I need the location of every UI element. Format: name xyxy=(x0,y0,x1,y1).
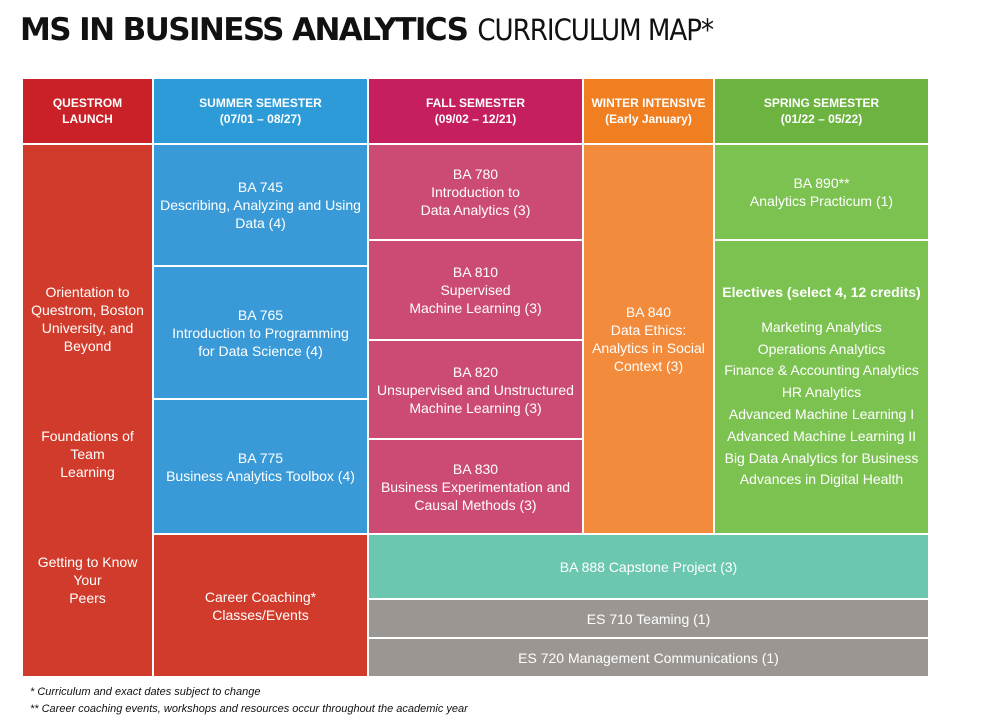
course-ba820: BA 820 Unsupervised and Unstructured Mac… xyxy=(368,340,583,439)
elective-item: HR Analytics xyxy=(781,384,862,401)
elective-item: Advances in Digital Health xyxy=(739,471,904,488)
text-line: Supervised xyxy=(440,282,511,298)
elective-item: Operations Analytics xyxy=(757,340,886,357)
text-line: ES 710 Teaming (1) xyxy=(586,610,711,627)
launch-foundations: Foundations of Team Learning xyxy=(23,427,152,481)
header-line: (Early January) xyxy=(605,112,692,126)
header-line: (07/01 – 08/27) xyxy=(219,112,302,126)
footnote-2: ** Career coaching events, workshops and… xyxy=(30,703,468,715)
course-ba810: BA 810 Supervised Machine Learning (3) xyxy=(368,240,583,340)
header-spring-semester: SPRING SEMESTER (01/22 – 05/22) xyxy=(714,78,929,144)
text-line: Foundations of Team xyxy=(41,428,134,462)
text-line: Orientation to xyxy=(45,284,130,300)
text-line: Analytics in Social xyxy=(592,340,705,356)
text-line: Unsupervised and Unstructured xyxy=(377,381,574,398)
text-line: Context (3) xyxy=(613,358,684,374)
text-line: Introduction to Programming xyxy=(172,324,349,341)
text-line: BA 810 xyxy=(452,264,499,280)
text-line: BA 745 xyxy=(237,179,284,195)
text-line: Business Experimentation and xyxy=(380,478,571,495)
text-line: BA 840 xyxy=(625,304,672,320)
course-ba765: BA 765 Introduction to Programming for D… xyxy=(153,266,368,399)
text-line: Causal Methods (3) xyxy=(414,496,537,513)
course-ba775: BA 775 Business Analytics Toolbox (4) xyxy=(153,399,368,534)
teaming-bar: ES 710 Teaming (1) xyxy=(368,599,929,638)
page-title: MS IN BUSINESS ANALYTICS CURRICULUM MAP* xyxy=(20,12,714,58)
electives-heading: Electives (select 4, 12 credits) xyxy=(722,283,921,300)
header-line: (09/02 – 12/21) xyxy=(434,112,517,126)
text-line: BA 830 xyxy=(452,460,499,477)
header-line: SPRING SEMESTER xyxy=(763,96,880,110)
text-line: University, and Beyond xyxy=(41,320,134,354)
header-questrom-launch: QUESTROM LAUNCH xyxy=(22,78,153,144)
elective-item: Marketing Analytics xyxy=(761,318,882,335)
launch-peers: Getting to Know Your Peers xyxy=(23,553,152,607)
footnote-1: * Curriculum and exact dates subject to … xyxy=(30,686,261,698)
text-line: Data Analytics (3) xyxy=(420,202,531,218)
text-line: Machine Learning (3) xyxy=(409,300,542,316)
text-line: Data (4) xyxy=(235,215,286,231)
career-coaching: Career Coaching* Classes/Events xyxy=(153,534,368,677)
header-fall-semester: FALL SEMESTER (09/02 – 12/21) xyxy=(368,78,583,144)
text-line: BA 820 xyxy=(452,363,499,380)
text-line: Learning xyxy=(60,464,115,480)
text-line: Data Ethics: xyxy=(610,322,687,338)
header-winter-intensive: WINTER INTENSIVE (Early January) xyxy=(583,78,714,144)
header-line: FALL SEMESTER xyxy=(425,96,526,110)
text-line: BA 888 Capstone Project (3) xyxy=(559,558,738,575)
text-line: BA 780 xyxy=(452,166,499,182)
text-line: Describing, Analyzing and Using xyxy=(160,197,361,213)
elective-item: Advanced Machine Learning I xyxy=(728,406,915,422)
text-line: Peers xyxy=(69,590,106,606)
text-line: BA 890** xyxy=(793,175,850,191)
text-line: Machine Learning (3) xyxy=(409,399,542,416)
text-line: BA 765 xyxy=(237,306,284,323)
title-light: CURRICULUM MAP* xyxy=(477,13,714,47)
text-line: Analytics Practicum (1) xyxy=(749,193,894,209)
header-line: QUESTROM xyxy=(52,96,123,110)
header-line: WINTER INTENSIVE xyxy=(591,96,706,110)
text-line: Getting to Know Your xyxy=(37,554,138,588)
text-line: for Data Science (4) xyxy=(198,342,323,359)
course-ba840: BA 840 Data Ethics: Analytics in Social … xyxy=(583,144,714,534)
text-line: Career Coaching* xyxy=(204,588,317,605)
course-ba830: BA 830 Business Experimentation and Caus… xyxy=(368,439,583,534)
text-line: Questrom, Boston xyxy=(31,302,144,318)
text-line: ES 720 Management Communications (1) xyxy=(518,649,779,666)
header-summer-semester: SUMMER SEMESTER (07/01 – 08/27) xyxy=(153,78,368,144)
text-line: Introduction to xyxy=(431,184,520,200)
elective-item: Finance & Accounting Analytics xyxy=(724,362,919,379)
header-line: (01/22 – 05/22) xyxy=(780,112,863,126)
text-line: Business Analytics Toolbox (4) xyxy=(166,467,355,484)
course-ba890: BA 890** Analytics Practicum (1) xyxy=(714,144,929,240)
header-line: LAUNCH xyxy=(62,112,113,126)
capstone-bar: BA 888 Capstone Project (3) xyxy=(368,534,929,599)
communications-bar: ES 720 Management Communications (1) xyxy=(368,638,929,677)
title-bold: MS IN BUSINESS ANALYTICS xyxy=(20,12,469,48)
course-ba780: BA 780 Introduction to Data Analytics (3… xyxy=(368,144,583,240)
questrom-launch-column: Orientation to Questrom, Boston Universi… xyxy=(22,144,153,677)
text-line: Classes/Events xyxy=(212,606,309,623)
electives-box: Electives (select 4, 12 credits) Marketi… xyxy=(714,240,929,534)
header-line: SUMMER SEMESTER xyxy=(199,96,322,110)
elective-item: Big Data Analytics for Business xyxy=(724,449,919,466)
text-line: BA 775 xyxy=(237,449,284,466)
elective-item: Advanced Machine Learning II xyxy=(726,427,917,444)
launch-orientation: Orientation to Questrom, Boston Universi… xyxy=(23,283,152,355)
course-ba745: BA 745 Describing, Analyzing and Using D… xyxy=(153,144,368,266)
